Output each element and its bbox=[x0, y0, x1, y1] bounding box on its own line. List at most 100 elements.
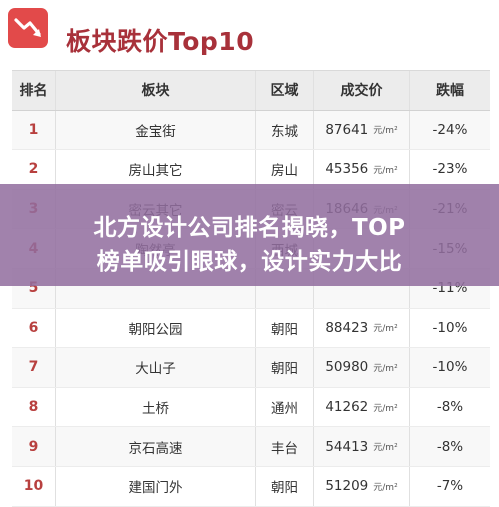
rank-cell: 2 bbox=[12, 150, 56, 189]
rank-cell: 7 bbox=[12, 348, 56, 387]
rank-cell: 1 bbox=[12, 110, 56, 150]
page-title: 板块跌价Top10 bbox=[66, 27, 255, 56]
change-cell: -10% bbox=[410, 348, 490, 387]
area-cell bbox=[256, 268, 314, 308]
column-header-change: 跌幅 bbox=[436, 83, 464, 100]
change-cell-text: -10% bbox=[432, 359, 468, 376]
change-cell: -8% bbox=[410, 388, 490, 427]
rank-cell-text: 7 bbox=[28, 359, 39, 376]
area-cell-text: 通州 bbox=[271, 401, 298, 418]
change-cell: -7% bbox=[410, 467, 490, 506]
rank-cell-text: 1 bbox=[28, 121, 39, 138]
block-cell: 土桥 bbox=[56, 387, 256, 427]
area-cell: 房山 bbox=[256, 150, 314, 189]
area-cell-text: 丰台 bbox=[271, 440, 298, 457]
price-cell bbox=[314, 268, 410, 308]
area-cell-text: 朝阳 bbox=[271, 361, 298, 378]
column-header-area: 区域 bbox=[256, 71, 314, 110]
table-row: 9 京石高速 丰台 54413 元/m² -8% bbox=[12, 427, 490, 467]
area-cell: 东城 bbox=[256, 110, 314, 150]
block-cell: 朝阳公园 bbox=[56, 308, 256, 348]
price-cell-text: 88423 bbox=[325, 319, 369, 336]
block-cell-text: 房山其它 bbox=[128, 163, 183, 180]
price-unit: 元/m² bbox=[373, 126, 398, 137]
price-cell: 50980 元/m² bbox=[314, 348, 410, 387]
column-header-rank: 排名 bbox=[12, 71, 56, 110]
price-cell-text: 45356 bbox=[325, 161, 369, 178]
block-cell-text: 金宝街 bbox=[135, 123, 176, 140]
price-cell-text: 87641 bbox=[325, 121, 369, 138]
block-cell-text: 京石高速 bbox=[128, 440, 183, 457]
area-cell: 通州 bbox=[256, 387, 314, 427]
rank-cell-text: 10 bbox=[23, 478, 44, 495]
block-cell: 房山其它 bbox=[56, 150, 256, 189]
change-cell: -24% bbox=[410, 111, 490, 150]
price-unit: 元/m² bbox=[373, 363, 398, 374]
block-cell-text: 建国门外 bbox=[128, 480, 183, 497]
price-unit: 元/m² bbox=[373, 324, 398, 335]
area-cell: 朝阳 bbox=[256, 466, 314, 506]
change-cell-text: -8% bbox=[436, 438, 464, 455]
change-cell: -8% bbox=[410, 427, 490, 466]
table-row: 8 土桥 通州 41262 元/m² -8% bbox=[12, 387, 490, 428]
price-cell-text: 54413 bbox=[325, 438, 369, 455]
price-cell: 87641 元/m² bbox=[314, 110, 410, 150]
block-cell-text: 土桥 bbox=[142, 401, 169, 418]
price-unit: 元/m² bbox=[373, 443, 398, 454]
table-header-row: 排名 板块 区域 成交价 跌幅 bbox=[12, 71, 490, 111]
price-cell: 41262 元/m² bbox=[314, 387, 410, 427]
price-drop-table: 排名 板块 区域 成交价 跌幅 1 金宝街 东城 87641 元/m² -24% 2 房山其它… bbox=[12, 70, 490, 507]
change-cell-text: -8% bbox=[436, 399, 464, 416]
block-cell bbox=[56, 268, 256, 308]
rank-cell-text: 9 bbox=[28, 438, 39, 455]
rank-cell: 10 bbox=[12, 466, 56, 506]
falling-chart-icon bbox=[8, 8, 48, 48]
block-cell: 京石高速 bbox=[56, 427, 256, 466]
price-cell: 45356 元/m² bbox=[314, 150, 410, 189]
block-cell-text: 大山子 bbox=[135, 361, 176, 378]
price-cell-text: 51209 bbox=[325, 478, 369, 495]
headline-overlay-banner bbox=[0, 184, 499, 286]
price-unit: 元/m² bbox=[373, 165, 398, 176]
headline-line-1: 北方设计公司排名揭晓，TOP bbox=[93, 215, 406, 241]
headline-line-2: 榜单吸引眼球，设计实力大比 bbox=[96, 249, 403, 275]
table-row: 6 朝阳公园 朝阳 88423 元/m² -10% bbox=[12, 308, 490, 349]
rank-cell: 8 bbox=[12, 387, 56, 427]
rank-cell-text: 8 bbox=[28, 399, 39, 416]
area-cell: 朝阳 bbox=[256, 348, 314, 387]
rank-cell-text: 5 bbox=[28, 280, 39, 297]
change-cell-text: -7% bbox=[436, 478, 464, 495]
rank-cell-text: 6 bbox=[28, 319, 39, 336]
change-cell: -10% bbox=[410, 309, 490, 348]
area-cell-text: 东城 bbox=[271, 123, 298, 140]
price-cell: 88423 元/m² bbox=[314, 308, 410, 348]
header: 板块跌价Top10 bbox=[0, 0, 499, 72]
change-cell-text: -10% bbox=[432, 319, 468, 336]
table-row: 1 金宝街 东城 87641 元/m² -24% bbox=[12, 110, 490, 151]
rank-cell: 6 bbox=[12, 308, 56, 348]
column-header-block: 板块 bbox=[56, 71, 256, 110]
price-cell-text: 41262 bbox=[325, 399, 369, 416]
table-row: 7 大山子 朝阳 50980 元/m² -10% bbox=[12, 348, 490, 388]
area-cell-text: 房山 bbox=[271, 163, 298, 180]
change-cell: -23% bbox=[410, 150, 490, 189]
price-unit: 元/m² bbox=[373, 482, 398, 493]
price-unit: 元/m² bbox=[373, 403, 398, 414]
area-cell-text: 朝阳 bbox=[271, 480, 298, 497]
rank-cell: 5 bbox=[12, 268, 56, 308]
area-cell: 丰台 bbox=[256, 427, 314, 466]
area-cell: 朝阳 bbox=[256, 308, 314, 348]
block-cell: 大山子 bbox=[56, 348, 256, 387]
change-cell-text: -23% bbox=[432, 161, 468, 178]
change-cell-text: -24% bbox=[432, 121, 468, 138]
price-cell-text: 50980 bbox=[325, 359, 369, 376]
rank-cell: 9 bbox=[12, 427, 56, 466]
column-header-price: 成交价 bbox=[314, 71, 410, 110]
block-cell: 建国门外 bbox=[56, 466, 256, 506]
price-cell: 54413 元/m² bbox=[314, 427, 410, 466]
area-cell-text: 朝阳 bbox=[271, 321, 298, 338]
block-cell: 金宝街 bbox=[56, 110, 256, 150]
price-cell: 51209 元/m² bbox=[314, 466, 410, 506]
block-cell-text: 朝阳公园 bbox=[128, 321, 183, 338]
rank-cell-text: 2 bbox=[28, 161, 39, 178]
